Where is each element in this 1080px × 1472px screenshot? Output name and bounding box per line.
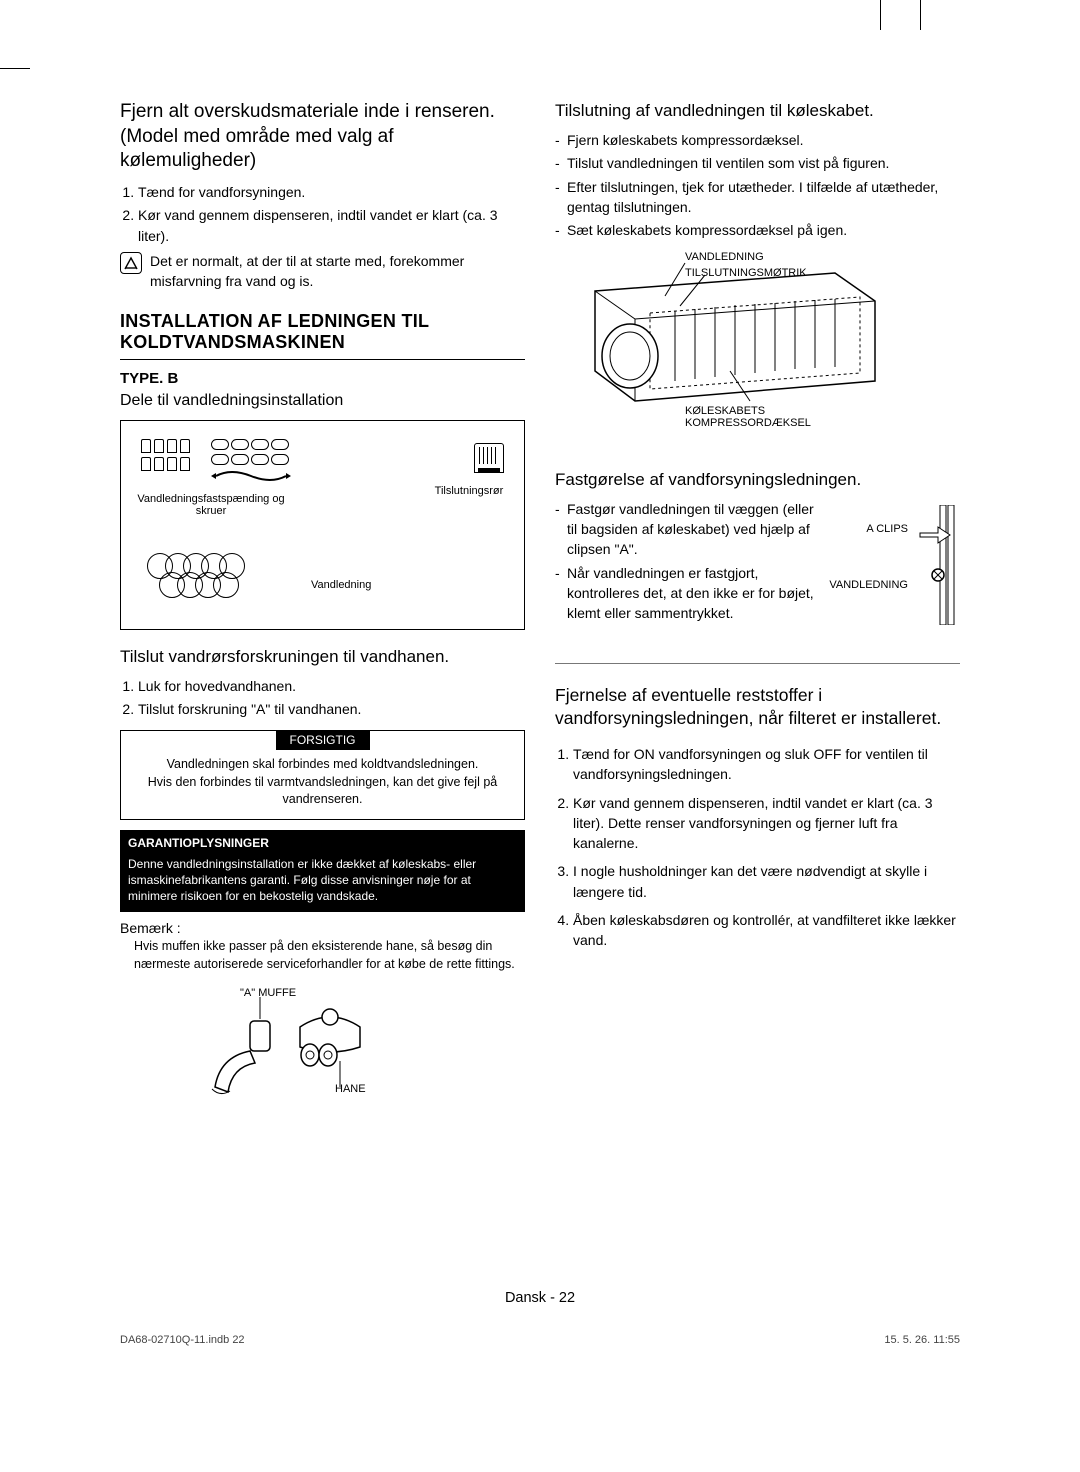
diagram-label: Vandledning [311,579,391,591]
diagram-label: A CLIPS [866,523,908,535]
parts-heading: Dele til vandledningsinstallation [120,391,525,412]
compressor-diagram: VANDLEDNING TILSLUTNINGSMØTRIK [555,251,960,441]
info-icon [120,252,142,274]
list-item: Når vandledningen er fastgjort, kontroll… [555,563,820,624]
flush-steps: Tænd for ON vandforsyningen og sluk OFF … [573,744,960,951]
intro-steps: Tænd for vandforsyningen. Kør vand genne… [138,182,525,246]
left-column: Fjern alt overskudsmateriale inde i rens… [120,100,525,1360]
separator [555,663,960,664]
remark-text: Hvis muffen ikke passer på den eksistere… [120,938,525,973]
list-item: Åben køleskabsdøren og kontrollér, at va… [573,910,960,951]
compressor-icon [585,261,905,421]
coil-icon [151,555,291,605]
right-column: Tilslutning af vandledningen til køleska… [555,100,960,1360]
list-item: Tænd for vandforsyningen. [138,182,525,202]
note-text: Det er normalt, at der til at starte med… [150,252,525,291]
list-item: Fastgør vandledningen til væggen (eller … [555,499,820,560]
doc-ref: DA68-02710Q-11.indb 22 [120,1334,245,1346]
faucet-diagram: "A" MUFFE HANE [120,987,525,1117]
remark-label: Bemærk : [120,920,525,936]
conn-steps: Fjern køleskabets kompressordæksel. Tils… [555,130,960,240]
screws-icon [141,439,190,471]
list-item: Efter tilslutningen, tjek for utætheder.… [555,177,960,218]
caution-box: FORSIGTIG Vandledningen skal forbindes m… [120,730,525,820]
page-footer: Dansk - 22 [120,1290,960,1306]
parts-diagram: Vandledningsfastspænding og skruer Tilsl… [120,420,525,630]
list-item: I nogle husholdninger kan det være nødve… [573,861,960,902]
info-note: Det er normalt, at der til at starte med… [120,252,525,291]
list-item: Luk for hovedvandhanen. [138,676,525,696]
timestamp: 15. 5. 26. 11:55 [884,1334,960,1346]
section-heading: INSTALLATION AF LEDNINGEN TIL KOLDTVANDS… [120,311,525,360]
list-item: Tænd for ON vandforsyningen og sluk OFF … [573,744,960,785]
diagram-label: VANDLEDNING [829,579,908,591]
type-label: TYPE. B [120,370,525,387]
clip-diagram: A CLIPS VANDLEDNING [830,499,960,629]
list-item: Sæt køleskabets kompressordæksel på igen… [555,220,960,240]
warranty-text: Denne vandledningsinstallation er ikke d… [120,856,525,913]
list-item: Fjern køleskabets kompressordæksel. [555,130,960,150]
clip-icon [910,505,960,625]
list-item: Tilslut forskruning "A" til vandhanen. [138,699,525,719]
diagram-label: Tilslutningsrør [424,485,514,497]
conn-heading: Tilslutning af vandledningen til køleska… [555,100,960,122]
tube-icon [474,443,504,473]
list-item: Kør vand gennem dispenseren, indtil vand… [573,793,960,854]
caution-label: FORSIGTIG [276,730,370,751]
faucet-icon [210,997,410,1107]
intro-heading: Fjern alt overskudsmateriale inde i rens… [120,100,525,174]
diagram-label: HANE [335,1083,366,1095]
fasten-heading: Fastgørelse af vandforsyningsledningen. [555,469,960,491]
caution-text: Vandledningen skal forbindes med koldtva… [121,750,524,819]
page-content: Fjern alt overskudsmateriale inde i rens… [120,100,960,1360]
diagram-label: Vandledningsfastspænding og skruer [131,493,291,517]
fasten-steps: Fastgør vandledningen til væggen (eller … [555,499,820,624]
flush-heading: Fjernelse af eventuelle reststoffer i va… [555,684,960,730]
list-item: Tilslut vandledningen til ventilen som v… [555,153,960,173]
connect-steps: Luk for hovedvandhanen. Tilslut forskrun… [138,676,525,720]
warranty-label: GARANTIOPLYSNINGER [120,830,525,856]
connect-heading: Tilslut vandrørsforskruningen til vandha… [120,646,525,668]
list-item: Kør vand gennem dispenseren, indtil vand… [138,205,525,246]
springs-icon [211,439,291,491]
diagram-label: KØLESKABETS KOMPRESSORDÆKSEL [685,405,845,429]
